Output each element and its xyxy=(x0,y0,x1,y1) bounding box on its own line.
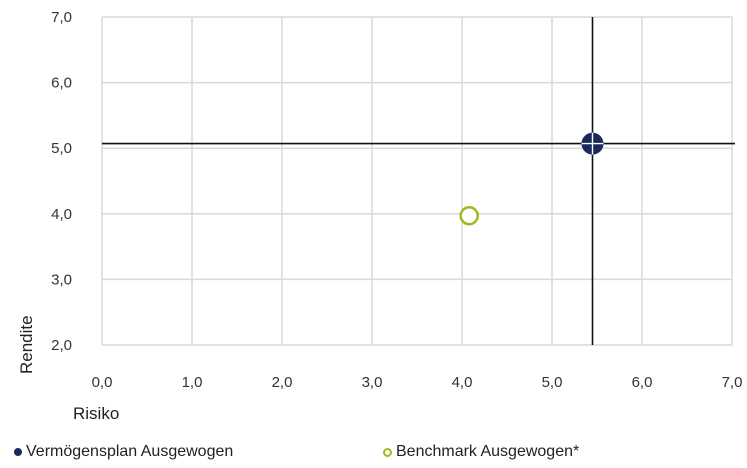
point-vermoegensplan xyxy=(581,132,604,155)
y-tick-label: 5,0 xyxy=(51,140,72,157)
x-tick-label: 0,0 xyxy=(92,374,113,391)
crosshair xyxy=(102,17,735,345)
x-tick-label: 1,0 xyxy=(182,374,203,391)
y-tick-labels: 2,0 3,0 4,0 5,0 6,0 7,0 xyxy=(51,9,72,354)
point-benchmark xyxy=(459,206,479,226)
x-tick-label: 2,0 xyxy=(272,374,293,391)
y-tick-label: 7,0 xyxy=(51,9,72,26)
legend-label: Vermögensplan Ausgewogen xyxy=(26,443,234,460)
legend-label: Benchmark Ausgewogen* xyxy=(396,443,580,460)
scatter-chart: 0,0 1,0 2,0 3,0 4,0 5,0 6,0 7,0 2,0 3,0 4,0 5,0 6,0… xyxy=(17,9,743,423)
x-tick-label: 6,0 xyxy=(632,374,653,391)
x-tick-label: 7,0 xyxy=(722,374,743,391)
legend-marker-hollow-icon xyxy=(383,447,392,457)
y-tick-label: 2,0 xyxy=(51,337,72,354)
x-tick-labels: 0,0 1,0 2,0 3,0 4,0 5,0 6,0 7,0 xyxy=(92,374,743,391)
y-tick-label: 4,0 xyxy=(51,206,72,223)
y-tick-label: 6,0 xyxy=(51,75,72,92)
data-points xyxy=(459,132,604,226)
grid-lines xyxy=(101,16,733,346)
legend-marker-filled-icon xyxy=(14,448,22,456)
legend-item-benchmark: Benchmark Ausgewogen* xyxy=(383,443,579,461)
legend-item-vermoegensplan: Vermögensplan Ausgewogen xyxy=(14,443,233,461)
x-axis-title: Risiko xyxy=(73,404,119,423)
y-tick-label: 3,0 xyxy=(51,271,72,288)
x-tick-label: 5,0 xyxy=(542,374,563,391)
x-tick-label: 4,0 xyxy=(452,374,473,391)
y-axis-title: Rendite xyxy=(17,315,36,374)
x-tick-label: 3,0 xyxy=(362,374,383,391)
